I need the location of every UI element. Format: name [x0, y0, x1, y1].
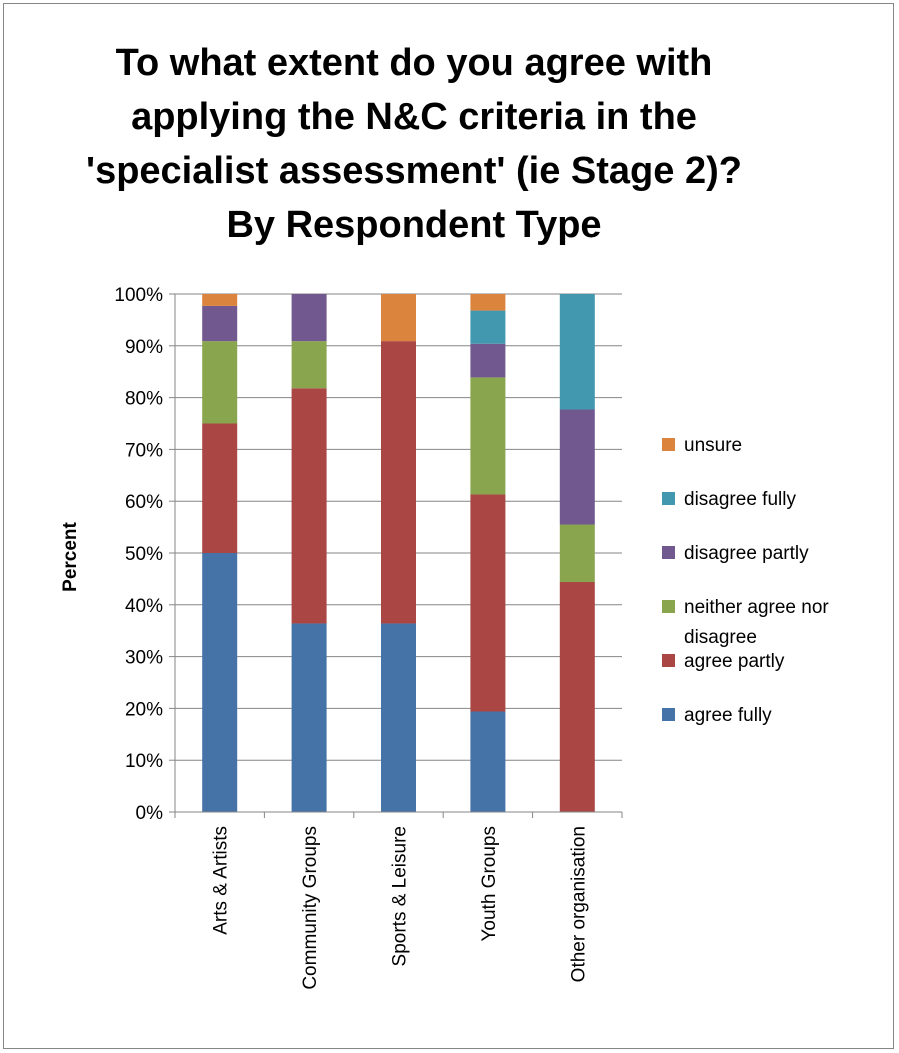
y-tick-label: 40%	[125, 596, 163, 617]
legend-swatch	[662, 600, 675, 613]
legend-label: agree fully	[684, 705, 772, 726]
bar-segment	[470, 310, 506, 344]
bar-segment	[470, 343, 506, 378]
y-tick-label: 50%	[125, 544, 163, 565]
x-tick-label: Sports & Leisure	[390, 826, 411, 966]
y-tick-label: 10%	[125, 751, 163, 772]
bar-segment	[202, 341, 238, 424]
chart-frame: To what extent do you agree with applyin…	[3, 3, 894, 1049]
x-tick-label: Arts & Artists	[211, 826, 232, 935]
bar-segment	[470, 377, 506, 495]
bar-segment	[470, 494, 506, 712]
y-tick-label: 70%	[125, 440, 163, 461]
bar-segment	[559, 582, 595, 812]
bar-segment	[381, 341, 416, 624]
bar-segment	[381, 294, 416, 342]
x-tick-label: Youth Groups	[479, 826, 500, 942]
legend-swatch	[662, 546, 675, 559]
legend-swatch	[662, 708, 675, 721]
bar-segment	[381, 623, 416, 812]
bar-segment	[291, 294, 327, 342]
y-tick-label: 60%	[125, 492, 163, 513]
y-axis-title: Percent	[60, 521, 81, 591]
bar-segment	[559, 524, 595, 583]
bar-segment	[202, 305, 238, 342]
y-tick-label: 20%	[125, 699, 163, 720]
bar-segment	[470, 711, 506, 812]
chart-title: To what extent do you agree with applyin…	[86, 42, 742, 246]
bar-segment	[202, 423, 238, 553]
bar-segment	[470, 294, 506, 311]
axes: 0% 10% 20% 30% 40% 50% 60% 70% 80% 90% 100% Arts & …	[114, 285, 623, 990]
legend: unsure disagree fully disagree partly neith…	[662, 435, 829, 726]
legend-swatch	[662, 492, 675, 505]
y-tick-label: 30%	[125, 648, 163, 669]
x-tick-label: Other organisation	[568, 826, 589, 982]
y-tick-label: 80%	[125, 389, 163, 410]
y-tick-label: 90%	[125, 337, 163, 358]
legend-label: unsure	[684, 435, 742, 456]
bar-segment	[559, 409, 595, 525]
bar-segment	[202, 294, 238, 306]
legend-swatch	[662, 654, 675, 667]
legend-label: neither agree nor disagree	[684, 597, 829, 648]
y-tick-label: 0%	[136, 803, 164, 824]
y-tick-label: 100%	[114, 285, 163, 306]
legend-swatch	[662, 438, 675, 451]
legend-label: disagree partly	[684, 543, 809, 564]
bar-segment	[291, 341, 327, 389]
bar-segment	[559, 294, 595, 410]
x-tick-label: Community Groups	[300, 826, 321, 990]
bar-segment	[291, 388, 327, 624]
legend-label: agree partly	[684, 651, 785, 672]
legend-label: disagree fully	[684, 489, 796, 510]
bar-stacks	[202, 294, 595, 812]
bar-segment	[291, 623, 327, 812]
bar-segment	[202, 553, 238, 812]
